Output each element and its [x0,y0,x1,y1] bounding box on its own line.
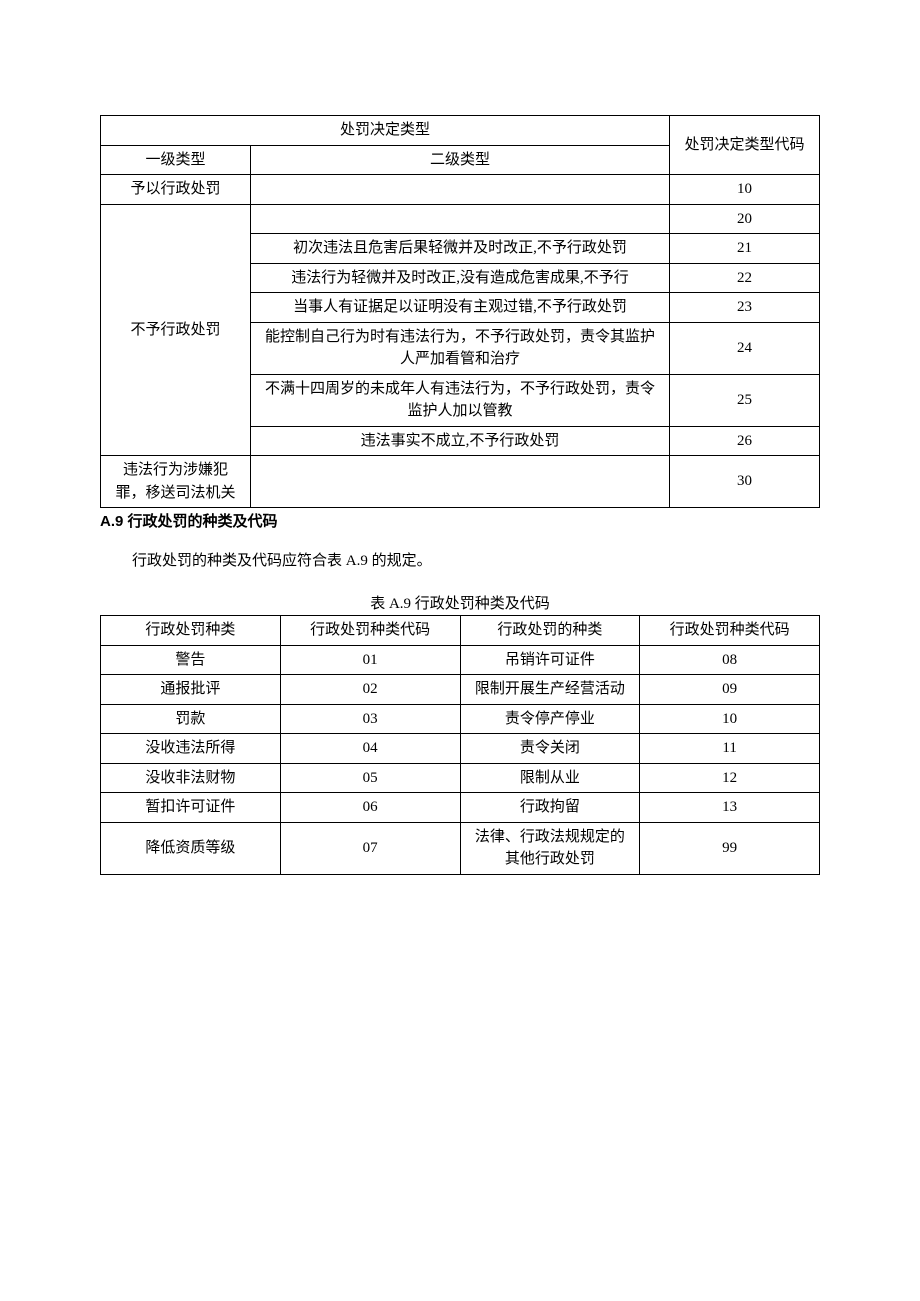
cell: 08 [640,645,820,675]
cell-code: 21 [670,234,820,264]
cell-level1: 予以行政处罚 [101,175,251,205]
cell-level1: 不予行政处罚 [101,204,251,456]
cell: 限制开展生产经营活动 [460,675,640,705]
cell: 警告 [101,645,281,675]
cell: 限制从业 [460,763,640,793]
cell: 通报批评 [101,675,281,705]
cell: 罚款 [101,704,281,734]
cell-code: 30 [670,456,820,508]
table-row: 没收非法财物 05 限制从业 12 [101,763,820,793]
table-row: 暂扣许可证件 06 行政拘留 13 [101,793,820,823]
cell: 责令停产停业 [460,704,640,734]
table-row: 没收违法所得 04 责令关闭 11 [101,734,820,764]
cell: 12 [640,763,820,793]
cell-code: 10 [670,175,820,205]
cell: 没收违法所得 [101,734,281,764]
cell: 降低资质等级 [101,822,281,874]
cell: 13 [640,793,820,823]
cell-level2 [251,175,670,205]
cell: 07 [280,822,460,874]
cell: 11 [640,734,820,764]
cell-code: 20 [670,204,820,234]
cell-level2: 能控制自己行为时有违法行为，不予行政处罚，责令其监护人严加看管和治疗 [251,322,670,374]
header-code: 处罚决定类型代码 [670,116,820,175]
cell-code: 25 [670,374,820,426]
header-cell: 行政处罚种类代码 [280,616,460,646]
cell-code: 22 [670,263,820,293]
table-caption: 表 A.9 行政处罚种类及代码 [100,592,820,613]
cell: 03 [280,704,460,734]
table-row: 行政处罚种类 行政处罚种类代码 行政处罚的种类 行政处罚种类代码 [101,616,820,646]
cell-level2 [251,456,670,508]
cell: 法律、行政法规规定的其他行政处罚 [460,822,640,874]
cell-level2: 当事人有证据足以证明没有主观过错,不予行政处罚 [251,293,670,323]
table-row: 予以行政处罚 10 [101,175,820,205]
header-cell: 行政处罚的种类 [460,616,640,646]
header-col2: 二级类型 [251,145,670,175]
table-row: 违法行为涉嫌犯罪，移送司法机关 30 [101,456,820,508]
cell: 没收非法财物 [101,763,281,793]
cell-code: 26 [670,426,820,456]
cell: 10 [640,704,820,734]
cell-level2 [251,204,670,234]
cell: 09 [640,675,820,705]
table-penalty-decision-types: 处罚决定类型 处罚决定类型代码 一级类型 二级类型 予以行政处罚 10 不予行政… [100,115,820,508]
cell-level2: 不满十四周岁的未成年人有违法行为，不予行政处罚，责令监护人加以管教 [251,374,670,426]
cell: 05 [280,763,460,793]
header-main: 处罚决定类型 [101,116,670,146]
section-heading: A.9 行政处罚的种类及代码 [100,510,820,531]
cell: 责令关闭 [460,734,640,764]
header-col1: 一级类型 [101,145,251,175]
cell: 暂扣许可证件 [101,793,281,823]
section-body: 行政处罚的种类及代码应符合表 A.9 的规定。 [132,549,820,570]
cell-level1: 违法行为涉嫌犯罪，移送司法机关 [101,456,251,508]
cell: 99 [640,822,820,874]
cell-level2: 初次违法且危害后果轻微并及时改正,不予行政处罚 [251,234,670,264]
cell: 02 [280,675,460,705]
cell: 01 [280,645,460,675]
cell-code: 23 [670,293,820,323]
table-row: 罚款 03 责令停产停业 10 [101,704,820,734]
table-row: 通报批评 02 限制开展生产经营活动 09 [101,675,820,705]
header-cell: 行政处罚种类 [101,616,281,646]
table-row: 处罚决定类型 处罚决定类型代码 [101,116,820,146]
table-row: 不予行政处罚 20 [101,204,820,234]
cell: 04 [280,734,460,764]
table-row: 警告 01 吊销许可证件 08 [101,645,820,675]
table-row: 降低资质等级 07 法律、行政法规规定的其他行政处罚 99 [101,822,820,874]
cell-level2: 违法事实不成立,不予行政处罚 [251,426,670,456]
header-cell: 行政处罚种类代码 [640,616,820,646]
cell: 行政拘留 [460,793,640,823]
table-penalty-categories: 行政处罚种类 行政处罚种类代码 行政处罚的种类 行政处罚种类代码 警告 01 吊… [100,615,820,875]
cell: 06 [280,793,460,823]
cell: 吊销许可证件 [460,645,640,675]
cell-code: 24 [670,322,820,374]
cell-level2: 违法行为轻微并及时改正,没有造成危害成果,不予行 [251,263,670,293]
